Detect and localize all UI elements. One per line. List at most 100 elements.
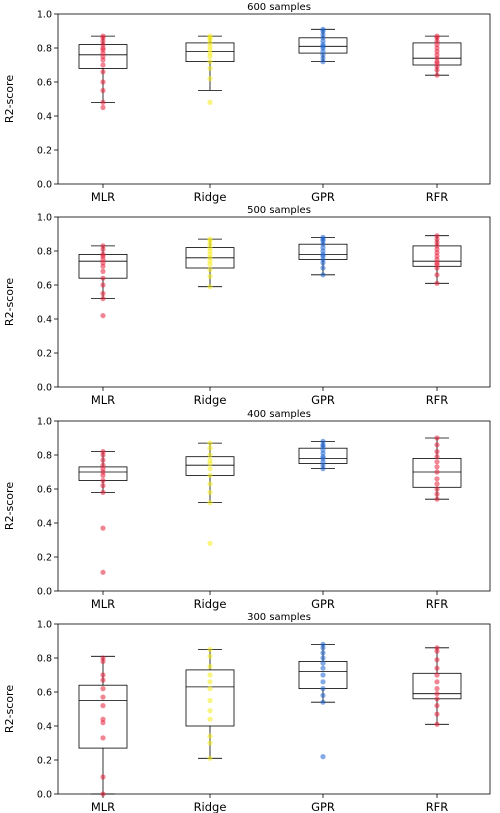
x-tick-label: GPR (311, 393, 335, 407)
data-point (207, 267, 213, 273)
panel-600-samples: 600 samples R2-score 0.00.20.40.60.81.0 … (3, 2, 491, 204)
data-point (207, 716, 213, 722)
y-tick-label: 1.0 (37, 213, 52, 224)
y-axis-label: R2-score (3, 685, 16, 733)
data-point (207, 540, 213, 547)
x-axis: MLR Ridge GPR RFR (91, 591, 448, 611)
data-point (320, 650, 326, 656)
y-axis: 0.0 0.2 0.4 0.6 0.8 1.0 (37, 620, 58, 801)
data-point (320, 641, 326, 648)
data-point (100, 251, 106, 257)
x-tick-label: GPR (311, 190, 335, 204)
data-point (100, 694, 106, 700)
y-axis-label: R2-score (3, 482, 16, 530)
x-tick-label: Ridge (194, 800, 227, 813)
box-plots (78, 233, 462, 319)
panel-300-samples: 300 samples R2-score 0.00.20.40.60.81.0 … (3, 612, 491, 813)
x-axis: MLR Ridge GPR RFR (91, 184, 448, 204)
x-tick-label: Ridge (194, 393, 227, 407)
data-point (434, 703, 440, 709)
panel-title: 600 samples (247, 2, 311, 13)
box-plots (78, 641, 462, 797)
data-point (100, 791, 106, 797)
y-tick-label: 1.0 (37, 10, 52, 21)
data-point (100, 774, 106, 780)
data-point (207, 457, 213, 463)
data-point (207, 679, 213, 685)
y-axis: 0.0 0.2 0.4 0.6 0.8 1.0 (37, 213, 58, 394)
data-point (100, 87, 106, 94)
y-tick-label: 0.6 (37, 281, 52, 292)
data-point (320, 699, 326, 705)
data-point (434, 721, 440, 727)
panel-title: 400 samples (247, 409, 311, 420)
data-point (207, 653, 213, 659)
data-point (100, 449, 106, 455)
y-tick-label: 0.2 (37, 349, 52, 360)
data-point (100, 672, 106, 678)
y-tick-label: 0.6 (37, 688, 52, 699)
x-axis: MLR Ridge GPR RFR (91, 794, 448, 813)
data-point (100, 703, 106, 709)
data-point (207, 500, 213, 506)
data-point (320, 26, 326, 32)
data-point (207, 489, 213, 495)
y-tick-label: 0.2 (37, 553, 52, 564)
plot-area-frame (57, 623, 491, 795)
y-tick-label: 0.8 (37, 654, 52, 665)
y-tick-label: 0.8 (37, 44, 52, 55)
data-point (207, 33, 213, 39)
y-tick-label: 0.8 (37, 247, 52, 258)
box-plots (78, 26, 462, 111)
y-tick-label: 0.4 (37, 519, 52, 530)
y-tick-label: 0.2 (37, 146, 52, 157)
data-point (100, 569, 106, 575)
data-point (207, 740, 213, 746)
data-point (434, 657, 440, 663)
data-point (207, 99, 213, 105)
data-point (434, 469, 440, 475)
data-point (100, 33, 106, 39)
x-tick-label: Ridge (194, 190, 227, 204)
data-point (320, 660, 326, 666)
data-point (100, 735, 106, 741)
data-point (434, 686, 440, 692)
data-point (434, 481, 440, 487)
data-point (320, 272, 326, 278)
data-point (320, 672, 326, 678)
x-tick-label: RFR (426, 597, 449, 611)
data-point (207, 284, 213, 290)
data-point (100, 69, 106, 75)
data-point (434, 679, 440, 685)
data-point (100, 296, 106, 302)
data-point (100, 62, 106, 68)
y-tick-label: 0.6 (37, 485, 52, 496)
box-iqr (78, 684, 128, 749)
data-point (100, 686, 106, 692)
x-tick-label: MLR (91, 597, 115, 611)
x-tick-label: GPR (311, 800, 335, 813)
y-tick-label: 0.0 (37, 180, 52, 191)
y-tick-label: 1.0 (37, 417, 52, 428)
data-point (207, 697, 213, 704)
data-point (100, 282, 106, 288)
data-point (434, 696, 440, 702)
data-point (100, 483, 106, 489)
y-tick-label: 0.2 (37, 756, 52, 767)
x-tick-label: MLR (91, 190, 115, 204)
data-point (434, 459, 440, 465)
y-tick-label: 0.4 (37, 112, 52, 123)
y-axis-label: R2-score (3, 278, 16, 326)
data-point (100, 525, 106, 531)
data-point (100, 655, 106, 661)
data-point (100, 489, 106, 495)
y-axis-label: R2-score (3, 75, 16, 123)
y-tick-label: 0.6 (37, 78, 52, 89)
data-point (434, 442, 440, 448)
panel-title: 300 samples (247, 612, 311, 623)
x-tick-label: MLR (91, 800, 115, 813)
data-point (100, 477, 106, 484)
data-point (100, 462, 106, 468)
data-point (207, 646, 213, 653)
data-point (434, 476, 440, 482)
